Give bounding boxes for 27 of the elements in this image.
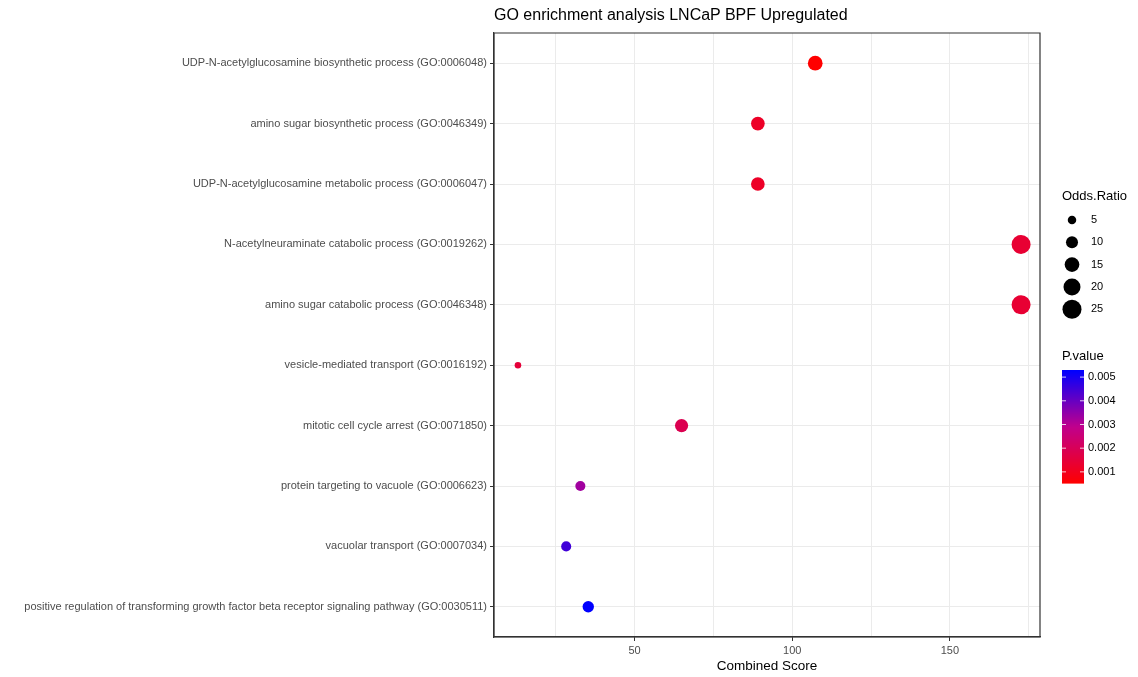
x-tick-label: 150 xyxy=(940,643,960,656)
legend-label: 25 xyxy=(1091,302,1104,315)
color-bar-label: 0.003 xyxy=(1088,417,1116,430)
y-tick-label: vesicle-mediated transport (GO:0016192) xyxy=(284,358,487,371)
legend-label: 20 xyxy=(1091,279,1104,292)
y-tick-label: protein targeting to vacuole (GO:0006623) xyxy=(280,479,487,492)
x-axis-title: Combined Score xyxy=(716,657,818,673)
color-bar-label: 0.002 xyxy=(1088,441,1116,454)
legend-label: 10 xyxy=(1091,235,1104,248)
y-tick-label: amino sugar catabolic process (GO:0046348) xyxy=(265,297,487,310)
y-tick-label: amino sugar biosynthetic process (GO:0046349) xyxy=(250,116,487,129)
y-tick-label: mitotic cell cycle arrest (GO:0071850) xyxy=(302,418,487,431)
y-tick-label: positive regulation of transforming growth factor beta receptor signaling pathway (GO:0030511) xyxy=(24,599,487,612)
y-tick-label: vacuolar transport (GO:0007034) xyxy=(325,539,487,552)
color-bar-label: 0.005 xyxy=(1088,370,1116,383)
y-tick-label: UDP-N-acetylglucosamine biosynthetic process (GO:0006048) xyxy=(181,56,487,69)
chart-title: GO enrichment analysis LNCaP BPF Upregulated xyxy=(494,6,848,24)
color-bar-title: P.value xyxy=(1062,347,1104,363)
color-bar-label: 0.001 xyxy=(1088,464,1116,477)
legend-label: 15 xyxy=(1091,257,1104,270)
y-tick-label: UDP-N-acetylglucosamine metabolic process (GO:0006047) xyxy=(192,177,487,190)
x-tick-label: 50 xyxy=(628,643,641,656)
legend-label: 5 xyxy=(1091,213,1098,226)
color-bar-label: 0.004 xyxy=(1088,393,1116,406)
x-tick-label: 100 xyxy=(783,643,802,656)
legend-title: Odds.Ratio xyxy=(1062,187,1128,203)
y-tick-label: N-acetylneuraminate catabolic process (GO:0019262) xyxy=(224,237,487,250)
